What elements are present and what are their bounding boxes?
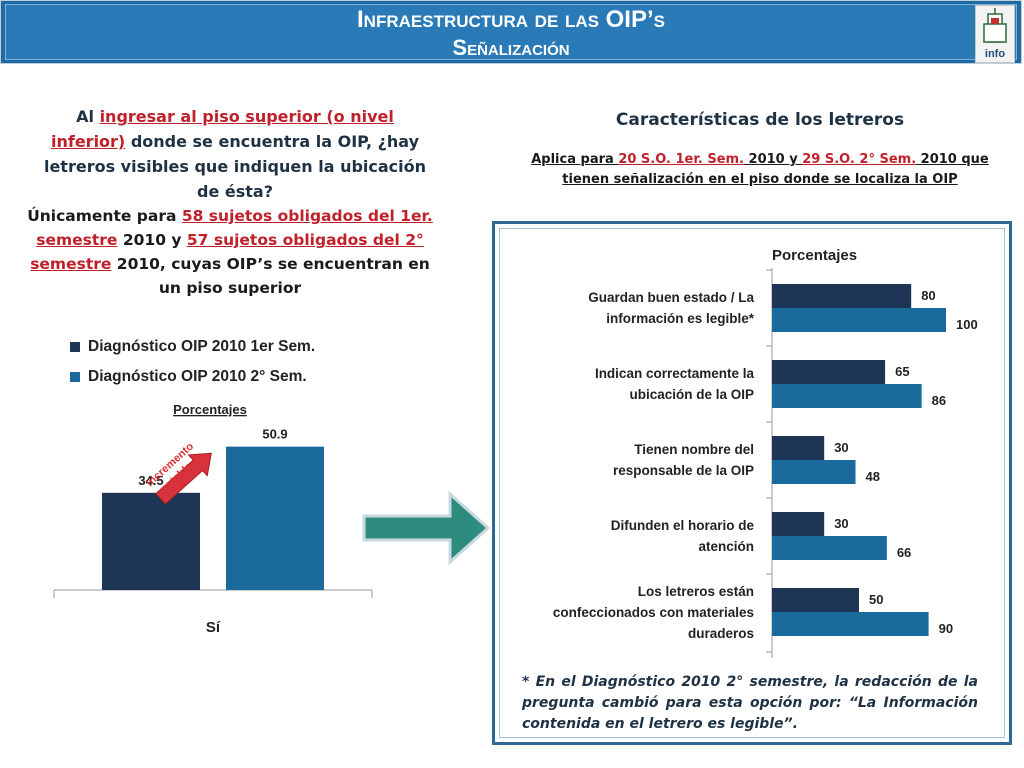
- note-part-1: Únicamente para: [27, 207, 182, 225]
- sub-part-2: 2010 y: [744, 152, 803, 167]
- left-chart-title: Porcentajes: [173, 402, 247, 417]
- legend-swatch-2do-sem: [70, 372, 80, 382]
- category-label-4: Difunden el horario de atención: [611, 518, 755, 554]
- question-rest: donde se encuentra la OIP, ¿hay letreros…: [43, 132, 427, 201]
- hbar-1-2do-sem: [772, 308, 946, 332]
- legend-swatch-1er-sem: [70, 342, 80, 352]
- category-label-2-line-2: ubicación de la OIP: [629, 387, 754, 402]
- hbar-label-3-1er-sem: 30: [834, 440, 848, 455]
- chart-frame: [492, 221, 1012, 745]
- legend-item-2do-sem: Diagnóstico OIP 2010 2° Sem.: [70, 362, 315, 392]
- legend-label-2do-sem: Diagnóstico OIP 2010 2° Sem.: [88, 368, 307, 385]
- page-title: Infraestructura de las OIP’s: [357, 6, 665, 33]
- title-banner-inner: [5, 4, 1017, 60]
- title-banner: Infraestructura de las OIP’s Señalizació…: [0, 0, 1022, 64]
- logo-text: info: [984, 48, 1006, 60]
- right-bar-chart: Porcentajes 80 100 Guardan buen estado / La…: [553, 247, 978, 658]
- bar-1er-sem-si: [102, 492, 200, 590]
- category-label-5-line-2: confeccionados con materiales: [553, 605, 754, 620]
- hbar-label-5-1er-sem: 50: [869, 592, 883, 607]
- category-label-4-line-1: Difunden el horario de: [611, 518, 755, 533]
- note-highlight-1: 58 sujetos obligados del 1er. semestre: [36, 207, 433, 249]
- hbar-label-3-2do-sem: 48: [866, 469, 880, 484]
- category-label-2: Indican correctamente la ubicación de la …: [595, 366, 755, 402]
- chart-frame-inner: [499, 228, 1005, 738]
- note-highlight-2: 57 sujetos obligados del 2° semestre: [30, 231, 424, 273]
- category-label-si: Sí: [206, 619, 221, 636]
- hbar-3-2do-sem: [772, 460, 856, 484]
- category-label-5-line-1: Los letreros están: [638, 584, 754, 599]
- data-label-1er-sem: 34.5: [138, 473, 163, 488]
- sub-highlight-1: 20 S.O. 1er. Sem.: [618, 152, 745, 167]
- footnote: * En el Diagnóstico 2010 2° semestre, la…: [522, 674, 978, 732]
- note-part-3: 2010, cuyas OIP’s se encuentran en un pi…: [111, 255, 430, 297]
- right-title: Características de los letreros: [615, 110, 905, 130]
- hbar-label-4-1er-sem: 30: [834, 516, 848, 531]
- right-arrow-icon: [362, 490, 491, 566]
- question-text: Al ingresar al piso superior (o nivel in…: [40, 104, 430, 204]
- category-label-1-line-1: Guardan buen estado / La: [588, 290, 754, 305]
- hbar-5-2do-sem: [772, 612, 929, 636]
- category-label-3: Tienen nombre del responsable de la OIP: [613, 442, 754, 478]
- sub-part-1: Aplica para: [531, 152, 619, 167]
- hbar-1-1er-sem: [772, 284, 912, 308]
- hbar-label-4-2do-sem: 66: [897, 545, 911, 560]
- hbar-2-2do-sem: [772, 384, 922, 408]
- right-subtitle: Aplica para 20 S.O. 1er. Sem. 2010 y 29 …: [520, 150, 1000, 190]
- hbar-2-1er-sem: [772, 360, 886, 384]
- hbar-5-1er-sem: [772, 588, 859, 612]
- hbar-label-1-1er-sem: 80: [921, 288, 935, 303]
- category-label-4-line-2: atención: [698, 539, 754, 554]
- category-label-3-line-2: responsable de la OIP: [613, 463, 754, 478]
- sample-note: Únicamente para 58 sujetos obligados del…: [20, 204, 440, 300]
- building-logo-icon: [983, 8, 1007, 43]
- note-part-2: 2010 y: [117, 231, 187, 249]
- right-chart-title: Porcentajes: [772, 247, 857, 264]
- chart-legend: Diagnóstico OIP 2010 1er Sem. Diagnóstic…: [70, 332, 315, 392]
- hbar-label-2-1er-sem: 65: [895, 364, 909, 379]
- legend-label-1er-sem: Diagnóstico OIP 2010 1er Sem.: [88, 338, 316, 355]
- category-label-1: Guardan buen estado / La información es l…: [588, 290, 755, 326]
- category-label-3-line-1: Tienen nombre del: [634, 442, 754, 457]
- page-subtitle: Señalización: [452, 35, 570, 60]
- increment-arrow-icon: [155, 452, 212, 505]
- bar-2do-sem-si: [226, 446, 324, 590]
- category-label-1-line-2: información es legible*: [606, 311, 755, 326]
- question-highlight: ingresar al piso superior (o nivel infer…: [50, 107, 394, 151]
- hbar-label-1-2do-sem: 100: [956, 317, 978, 332]
- data-label-2do-sem: 50.9: [262, 427, 287, 442]
- category-label-2-line-1: Indican correctamente la: [595, 366, 755, 381]
- hbar-4-2do-sem: [772, 536, 887, 560]
- category-label-5: Los letreros están confeccionados con mat…: [553, 584, 754, 641]
- hbar-4-1er-sem: [772, 512, 825, 536]
- question-prefix: Al: [76, 107, 100, 126]
- sub-highlight-2: 29 S.O. 2° Sem.: [802, 152, 917, 167]
- infodf-logo: info: [975, 5, 1015, 63]
- hbar-label-5-2do-sem: 90: [939, 621, 953, 636]
- category-label-5-line-3: duraderos: [688, 626, 754, 641]
- hbar-3-1er-sem: [772, 436, 825, 460]
- sub-part-3: 2010 que tienen señalización en el piso …: [562, 152, 989, 187]
- hbar-label-2-2do-sem: 86: [932, 393, 946, 408]
- legend-item-1er-sem: Diagnóstico OIP 2010 1er Sem.: [70, 332, 315, 362]
